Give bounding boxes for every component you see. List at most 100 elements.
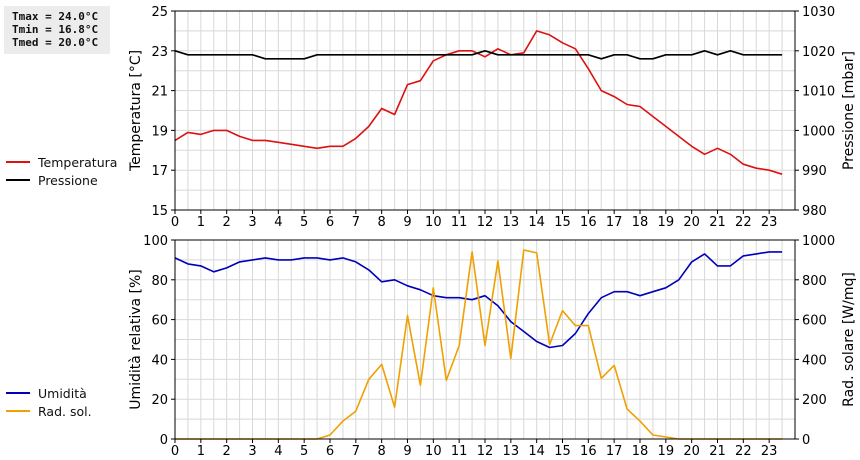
y2-tick-label: 400 <box>802 353 827 368</box>
y-tick-label: 23 <box>151 45 168 60</box>
y2-tick-label: 1010 <box>802 85 835 100</box>
x-tick-label: 10 <box>425 215 442 230</box>
x-tick-label: 12 <box>477 215 494 230</box>
y-tick-label: 0 <box>160 433 168 448</box>
legend-item-humidity: Umidità <box>6 384 92 402</box>
series-line-rad-sol <box>175 249 783 440</box>
x-tick-label: 5 <box>300 444 308 459</box>
y2-axis-title: Pressione [mbar] <box>841 51 857 170</box>
stats-box: Tmax = 24.0°C Tmin = 16.8°C Tmed = 20.0°… <box>4 6 110 54</box>
x-tick-label: 16 <box>580 215 597 230</box>
y2-tick-label: 1030 <box>802 5 835 20</box>
legend-swatch-temperature <box>6 161 30 163</box>
y-tick-label: 60 <box>151 314 168 329</box>
top-legend: Temperatura Pressione <box>6 153 117 189</box>
y-tick-label: 100 <box>143 234 168 249</box>
y-tick-label: 19 <box>151 124 168 139</box>
x-tick-label: 14 <box>528 215 545 230</box>
y2-axis-title: Rad. solare [W/mq] <box>841 272 857 407</box>
x-tick-label: 23 <box>761 444 778 459</box>
bottom-legend-main: Umidità Rad. sol. <box>6 384 92 420</box>
x-tick-label: 7 <box>352 215 360 230</box>
legend-label-humidity: Umidità <box>38 385 87 401</box>
x-tick-label: 17 <box>606 215 623 230</box>
x-tick-label: 11 <box>451 215 468 230</box>
legend-swatch-humidity <box>6 392 30 394</box>
x-tick-label: 4 <box>274 215 282 230</box>
x-tick-label: 15 <box>554 444 571 459</box>
x-tick-label: 12 <box>477 444 494 459</box>
y2-tick-label: 600 <box>802 314 827 329</box>
x-tick-label: 3 <box>248 215 256 230</box>
x-tick-label: 18 <box>632 215 649 230</box>
x-tick-label: 5 <box>300 215 308 230</box>
x-tick-label: 11 <box>451 444 468 459</box>
y-tick-label: 80 <box>151 274 168 289</box>
x-tick-label: 22 <box>735 215 752 230</box>
legend-label-radiation: Rad. sol. <box>38 403 92 419</box>
series-line-temperatura <box>174 30 783 175</box>
x-tick-label: 8 <box>378 215 386 230</box>
x-tick-label: 9 <box>403 215 411 230</box>
y-tick-label: 40 <box>151 353 168 368</box>
x-tick-label: 15 <box>554 215 571 230</box>
tmax-label: Tmax = 24.0°C <box>12 10 99 23</box>
x-tick-label: 1 <box>197 444 205 459</box>
tmed-label: Tmed = 20.0°C <box>12 36 99 49</box>
x-tick-label: 21 <box>709 215 726 230</box>
y2-tick-label: 1000 <box>802 234 835 249</box>
x-tick-label: 8 <box>378 444 386 459</box>
x-tick-label: 3 <box>248 444 256 459</box>
panel-0: 0 1 2 3 4 5 6 7 8 9 10 11 12 13 14 15 16 17 18 19 20 21 22 2315… <box>128 5 857 230</box>
x-tick-label: 19 <box>658 215 675 230</box>
y2-tick-label: 1020 <box>802 45 835 60</box>
x-tick-label: 6 <box>326 444 334 459</box>
x-tick-label: 0 <box>171 444 179 459</box>
x-tick-label: 2 <box>223 215 231 230</box>
legend-item-temperature: Temperatura <box>6 153 117 171</box>
x-tick-label: 6 <box>326 215 334 230</box>
y2-tick-label: 980 <box>802 204 827 219</box>
x-tick-label: 10 <box>425 444 442 459</box>
x-tick-label: 20 <box>683 215 700 230</box>
y-tick-label: 20 <box>151 393 168 408</box>
panel-1: 0 1 2 3 4 5 6 7 8 9 10 11 12 13 14 15 16 17 18 19 20 21 22 2302… <box>128 234 857 459</box>
y2-tick-label: 0 <box>802 433 810 448</box>
x-tick-label: 13 <box>503 215 520 230</box>
legend-swatch-pressure <box>6 179 30 181</box>
x-tick-label: 7 <box>352 444 360 459</box>
y2-tick-label: 800 <box>802 274 827 289</box>
x-tick-label: 4 <box>274 444 282 459</box>
x-tick-label: 2 <box>223 444 231 459</box>
y-tick-label: 21 <box>151 85 168 100</box>
x-tick-label: 14 <box>528 444 545 459</box>
y2-tick-label: 200 <box>802 393 827 408</box>
x-tick-label: 20 <box>683 444 700 459</box>
y-tick-label: 25 <box>151 5 168 20</box>
x-tick-label: 16 <box>580 444 597 459</box>
legend-label-pressure: Pressione <box>38 172 98 188</box>
x-tick-label: 22 <box>735 444 752 459</box>
x-tick-label: 13 <box>503 444 520 459</box>
x-tick-label: 17 <box>606 444 623 459</box>
x-tick-label: 21 <box>709 444 726 459</box>
tmin-label: Tmin = 16.8°C <box>12 23 99 36</box>
y-tick-label: 17 <box>151 164 168 179</box>
y-tick-label: 15 <box>151 204 168 219</box>
x-tick-label: 0 <box>171 215 179 230</box>
x-tick-label: 19 <box>658 444 675 459</box>
x-tick-label: 18 <box>632 444 649 459</box>
y-axis-title: Umidità relativa [%] <box>128 269 144 410</box>
series-line-pressione <box>174 49 783 60</box>
y2-tick-label: 990 <box>802 164 827 179</box>
legend-swatch-radiation <box>6 410 30 412</box>
legend-item-radiation: Rad. sol. <box>6 402 92 420</box>
x-tick-label: 1 <box>197 215 205 230</box>
x-tick-label: 23 <box>761 215 778 230</box>
legend-item-pressure: Pressione <box>6 171 117 189</box>
legend-label-temperature: Temperatura <box>38 154 118 170</box>
y-axis-title: Temperatura [°C] <box>128 50 144 172</box>
x-tick-label: 9 <box>403 444 411 459</box>
y2-tick-label: 1000 <box>802 124 835 139</box>
